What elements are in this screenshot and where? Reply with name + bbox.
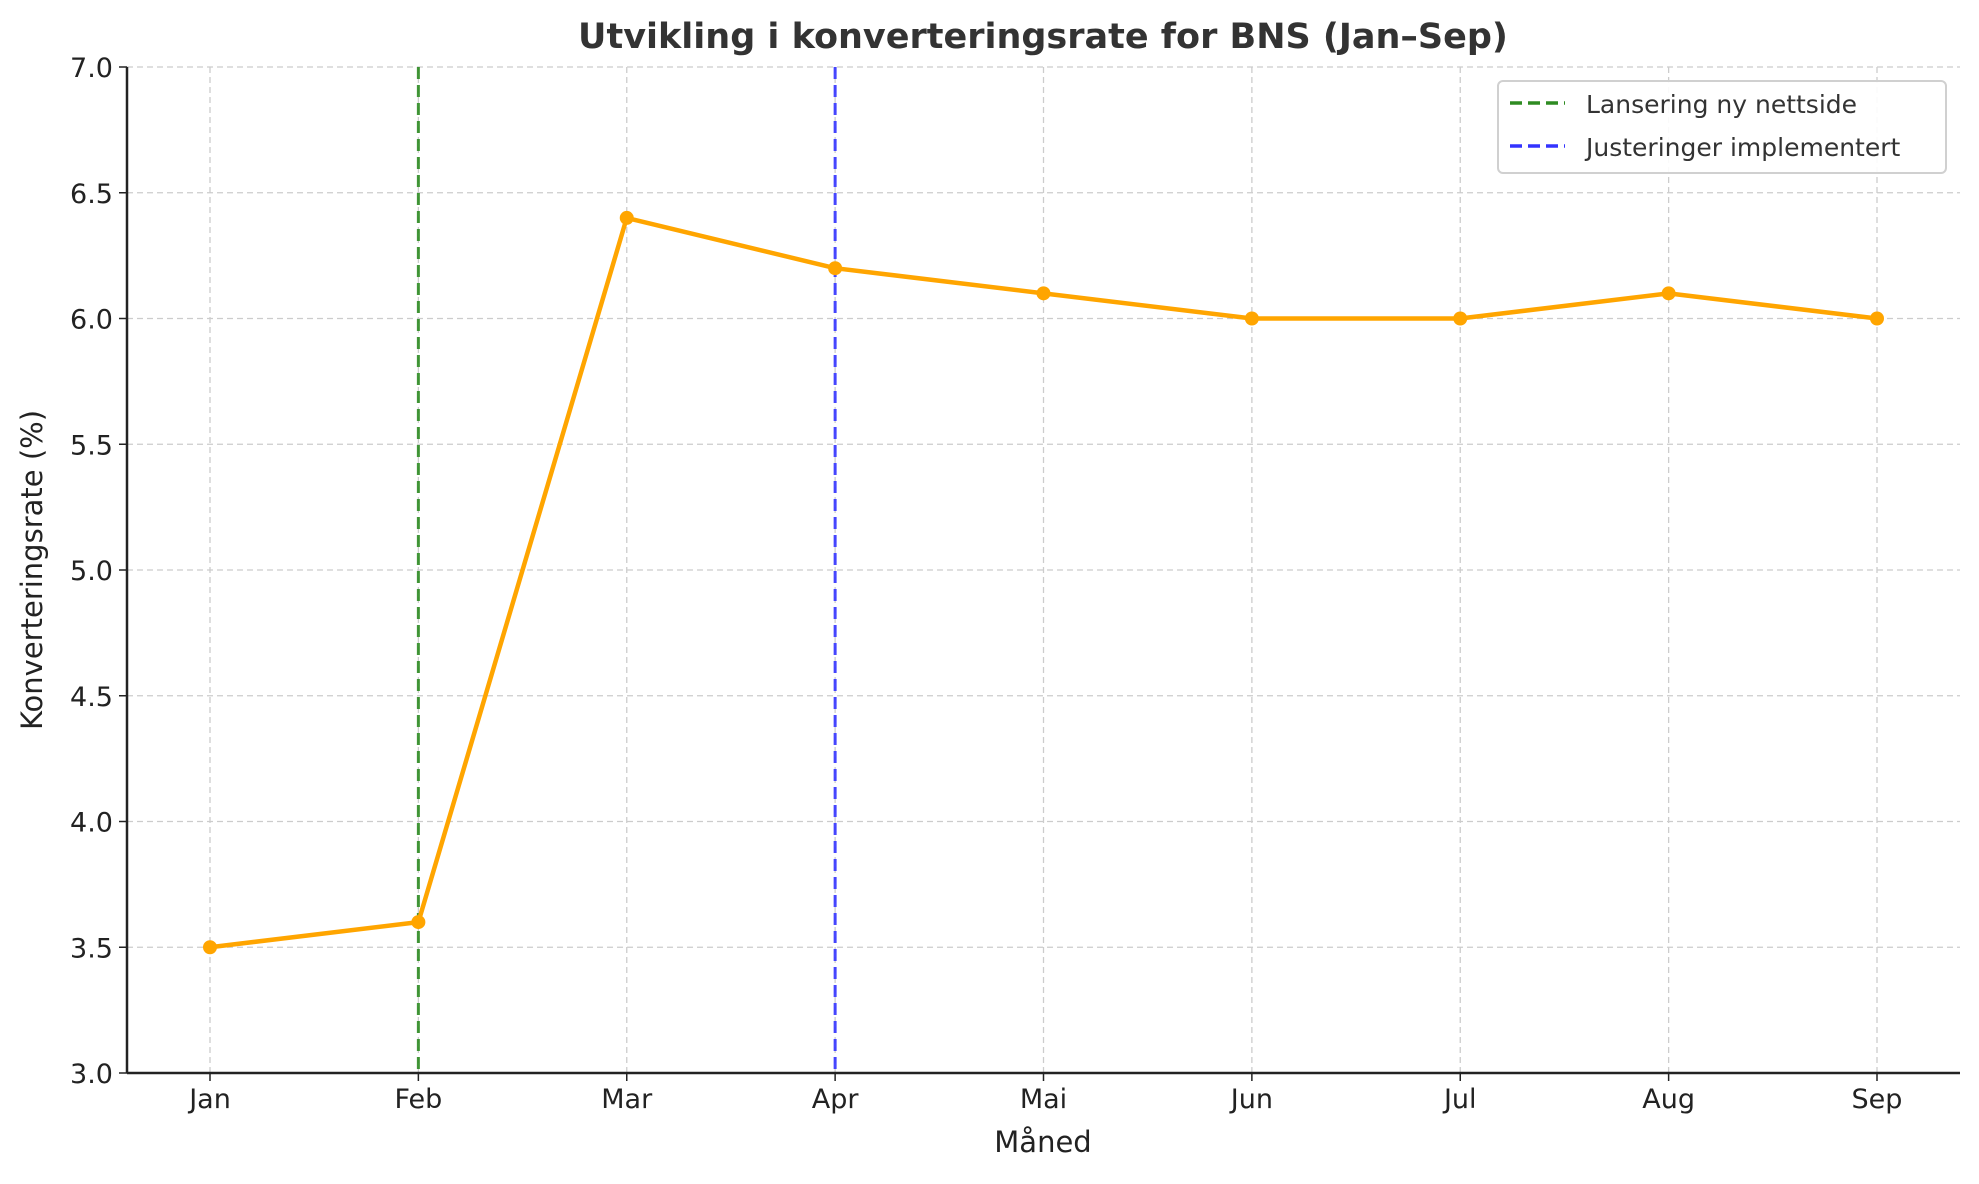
y-tick-label: 5.5 (70, 430, 113, 461)
x-axis-label: Måned (994, 1125, 1091, 1159)
x-tick-label: Feb (394, 1084, 442, 1115)
data-point (1870, 311, 1884, 326)
axes (119, 66, 1960, 1081)
data-point (1036, 286, 1051, 301)
y-tick-label: 3.0 (70, 1059, 113, 1090)
tick-labels: 3.0 3.5 4.0 4.5 5.0 5.5 6.0 6.5 7.0 Jan Feb Mar Apr M… (70, 53, 1902, 1115)
y-axis-label: Konverteringsrate (%) (15, 410, 49, 730)
y-tick-label: 4.5 (70, 682, 113, 713)
y-tick-label: 7.0 (70, 53, 113, 84)
chart-title: Utvikling i konverteringsrate for BNS (J… (578, 17, 1508, 57)
legend-label-launch: Lansering ny nettside (1586, 90, 1857, 119)
x-tick-label: Aug (1642, 1084, 1695, 1115)
data-point (203, 940, 217, 955)
x-tick-label: Apr (812, 1084, 860, 1115)
legend-label-adjust: Justeringer implementert (1584, 133, 1901, 162)
x-tick-label: Mai (1020, 1084, 1067, 1115)
legend: Lansering ny nettside Justeringer implem… (1497, 80, 1947, 174)
data-point (1244, 311, 1259, 326)
grid (127, 66, 1960, 1074)
y-tick-label: 6.0 (70, 305, 113, 336)
y-tick-label: 5.0 (70, 556, 113, 587)
data-point (1453, 311, 1468, 326)
data-point (619, 210, 634, 225)
x-tick-label: Jan (187, 1084, 231, 1115)
data-point (1661, 286, 1676, 301)
x-tick-label: Jul (1442, 1084, 1477, 1115)
data-point (411, 915, 426, 930)
y-tick-label: 3.5 (70, 933, 113, 964)
series-line (203, 210, 1884, 955)
x-tick-label: Mar (601, 1084, 653, 1115)
y-tick-label: 6.5 (70, 179, 113, 210)
x-tick-label: Jun (1229, 1084, 1273, 1115)
legend-box (1497, 80, 1947, 174)
x-tick-label: Sep (1852, 1084, 1903, 1115)
annotation-lines (416, 67, 837, 1073)
data-point (828, 261, 843, 276)
y-tick-label: 4.0 (70, 808, 113, 839)
